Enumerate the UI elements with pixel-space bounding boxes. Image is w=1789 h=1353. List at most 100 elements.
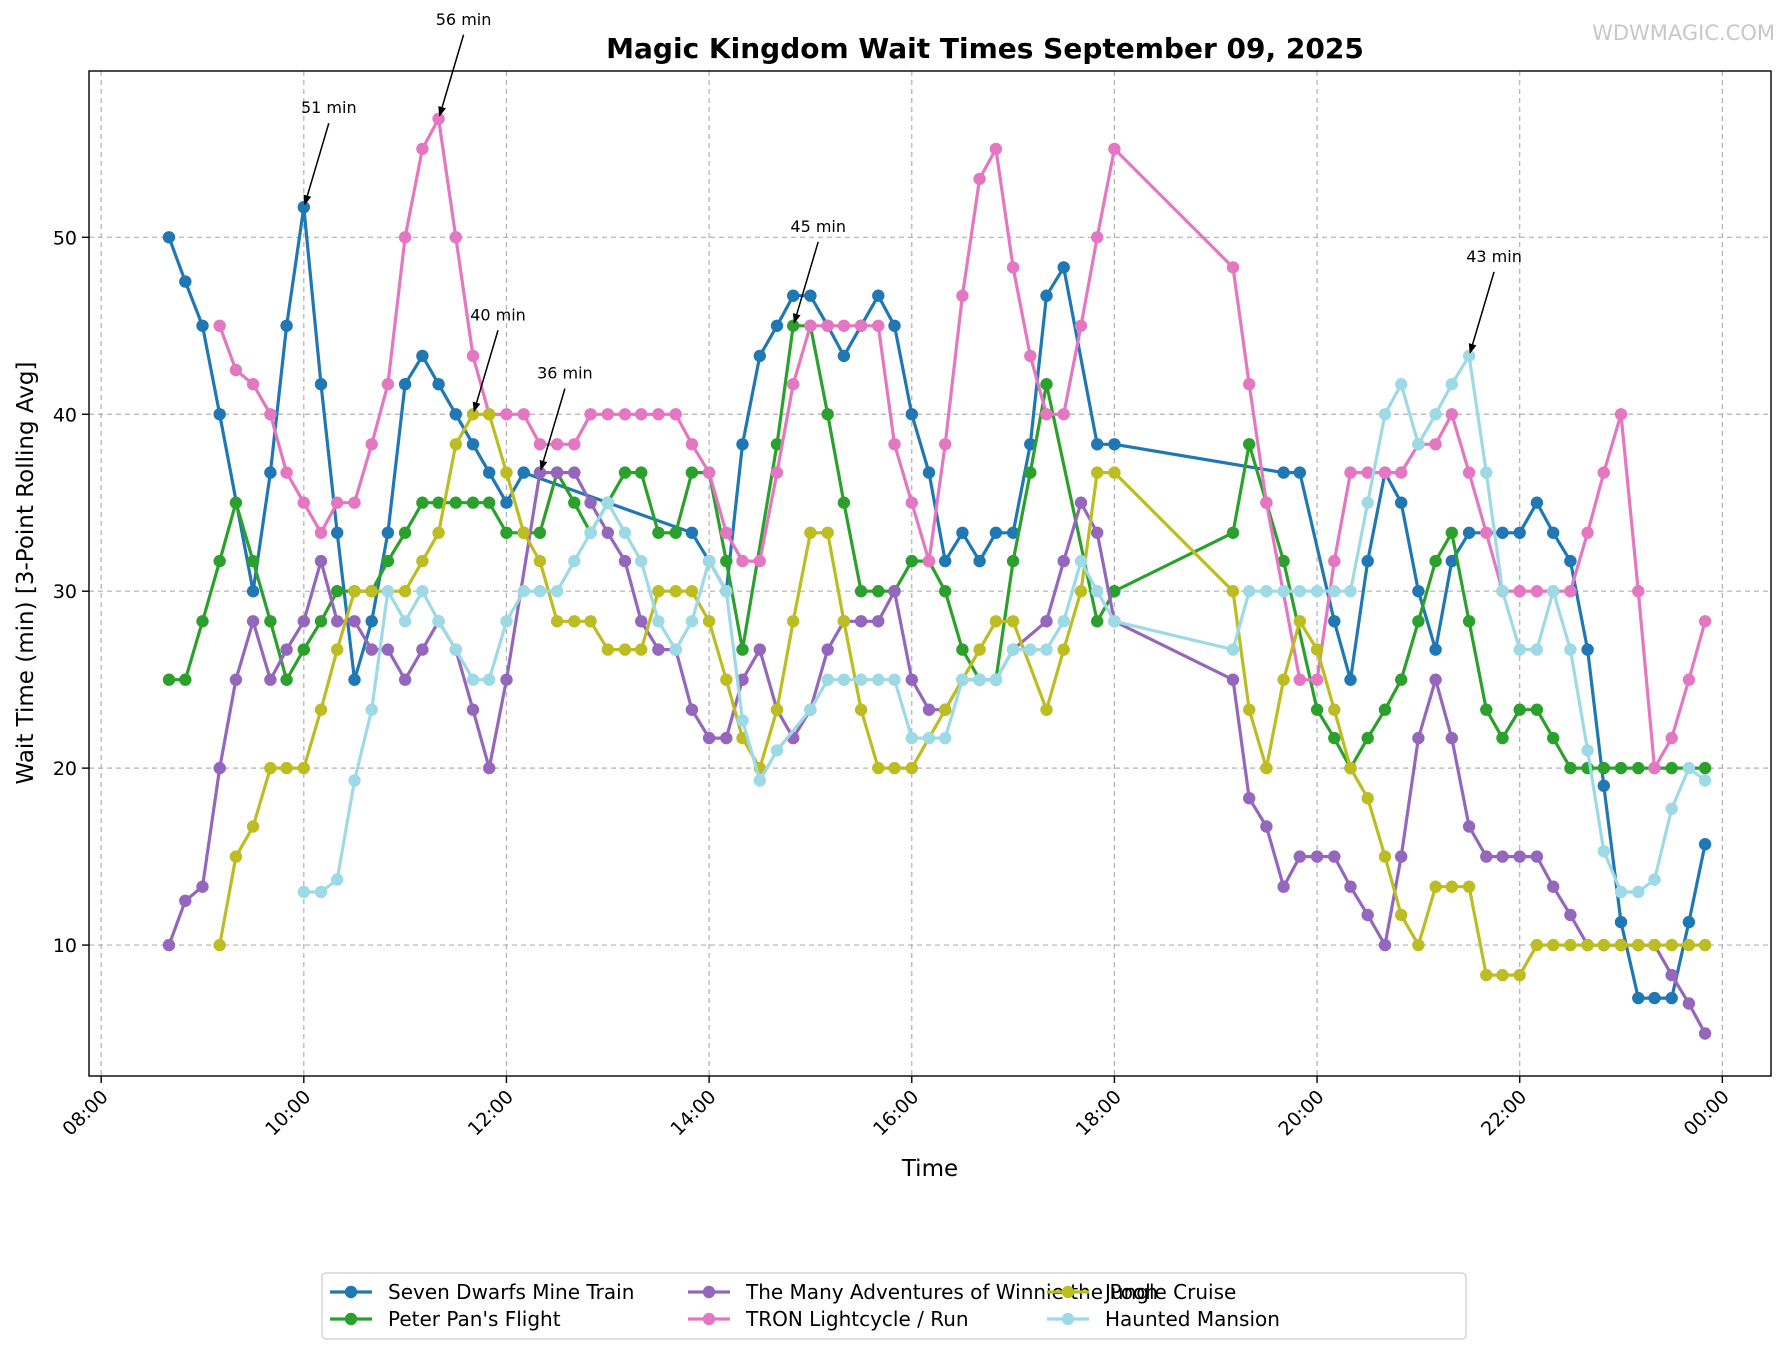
data-point	[365, 615, 378, 628]
data-point	[685, 438, 699, 451]
data-point	[635, 643, 648, 656]
data-point	[804, 703, 817, 716]
data-point	[1632, 991, 1645, 1005]
data-point	[1328, 731, 1341, 745]
data-point	[1243, 703, 1256, 716]
x-tick-label: 18:00	[1072, 1086, 1126, 1140]
data-point	[1378, 408, 1392, 421]
data-point	[1057, 261, 1070, 274]
data-point	[1513, 850, 1526, 863]
data-point	[533, 438, 547, 451]
data-point	[652, 585, 665, 598]
plot-frame	[88, 70, 1772, 1077]
data-point	[517, 585, 530, 598]
data-point	[1293, 850, 1307, 863]
data-point	[1378, 850, 1392, 863]
data-point	[1597, 845, 1611, 858]
data-point	[1496, 585, 1509, 598]
data-point	[1698, 938, 1712, 952]
data-point	[1344, 673, 1357, 686]
data-point	[1614, 885, 1628, 899]
data-point	[1614, 915, 1628, 929]
data-point	[568, 466, 581, 479]
data-point	[1361, 908, 1374, 922]
data-point	[196, 615, 209, 628]
data-point	[331, 643, 344, 656]
data-point	[365, 438, 378, 451]
data-point	[1277, 673, 1290, 686]
data-point	[1682, 673, 1696, 686]
data-point	[837, 349, 851, 363]
data-point	[162, 673, 176, 686]
annotation-label: 45 min	[790, 217, 846, 236]
data-point	[854, 673, 868, 686]
data-point	[669, 526, 682, 539]
data-point	[872, 673, 885, 686]
data-point	[601, 526, 614, 539]
data-point	[162, 231, 176, 244]
x-tick-label: 00:00	[1680, 1086, 1734, 1140]
data-point	[1040, 408, 1053, 421]
data-point	[821, 643, 834, 656]
data-point	[973, 643, 986, 656]
data-point	[787, 289, 800, 302]
data-point	[1057, 615, 1070, 628]
data-point	[1040, 615, 1053, 628]
data-point	[1310, 850, 1324, 863]
data-point	[314, 615, 328, 628]
data-point	[1361, 792, 1374, 805]
data-point	[1480, 466, 1493, 479]
x-axis-label: Time	[901, 1156, 958, 1182]
data-point	[213, 761, 226, 775]
data-point	[1462, 820, 1476, 833]
data-point	[1632, 761, 1645, 775]
legend-swatch-marker	[344, 1312, 358, 1326]
data-point	[618, 643, 632, 656]
data-point	[837, 673, 851, 686]
data-point	[432, 526, 445, 539]
data-point	[973, 554, 986, 568]
annotation-arrow	[303, 123, 330, 206]
data-point	[398, 378, 412, 391]
data-point	[922, 731, 936, 745]
data-point	[331, 615, 344, 628]
data-point	[973, 172, 986, 186]
data-point	[1310, 703, 1324, 716]
data-point	[398, 615, 412, 628]
data-point	[905, 408, 918, 421]
data-point	[1328, 554, 1341, 568]
data-point	[1310, 585, 1324, 598]
data-point	[888, 673, 901, 686]
data-point	[331, 526, 344, 539]
data-point	[314, 378, 328, 391]
data-point	[1074, 496, 1088, 509]
data-point	[1614, 938, 1628, 952]
data-point	[1480, 526, 1493, 539]
data-point	[1277, 585, 1290, 598]
data-point	[264, 673, 277, 686]
data-point	[416, 349, 429, 363]
data-point	[1091, 231, 1104, 244]
legend-label: The Many Adventures of Winnie the Pooh	[745, 1280, 1158, 1304]
data-point	[398, 585, 412, 598]
data-point	[1293, 466, 1307, 479]
data-point	[365, 703, 378, 716]
data-point	[1513, 526, 1526, 539]
data-point	[1547, 731, 1560, 745]
data-point	[1395, 908, 1408, 922]
data-point	[652, 526, 665, 539]
data-point	[550, 585, 564, 598]
annotation-label: 43 min	[1466, 247, 1522, 266]
y-tick-label: 50	[53, 227, 77, 249]
data-point	[888, 585, 901, 598]
data-point	[365, 585, 378, 598]
data-point	[1698, 615, 1712, 628]
data-point	[416, 554, 429, 568]
data-point	[568, 438, 581, 451]
legend-swatch-marker	[1061, 1312, 1075, 1326]
data-point	[1597, 938, 1611, 952]
data-point	[1006, 554, 1020, 568]
data-point	[1293, 615, 1307, 628]
data-point	[685, 466, 699, 479]
